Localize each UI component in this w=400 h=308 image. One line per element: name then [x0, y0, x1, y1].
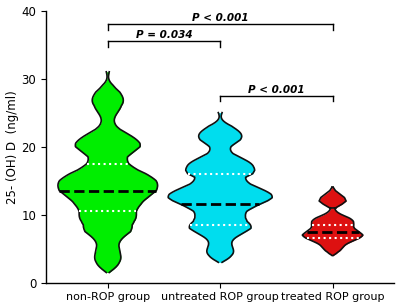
- Text: P < 0.001: P < 0.001: [192, 13, 248, 23]
- Y-axis label: 25- (OH) D  (ng/ml): 25- (OH) D (ng/ml): [6, 90, 18, 204]
- Text: P = 0.034: P = 0.034: [136, 30, 192, 40]
- Text: P < 0.001: P < 0.001: [248, 85, 305, 95]
